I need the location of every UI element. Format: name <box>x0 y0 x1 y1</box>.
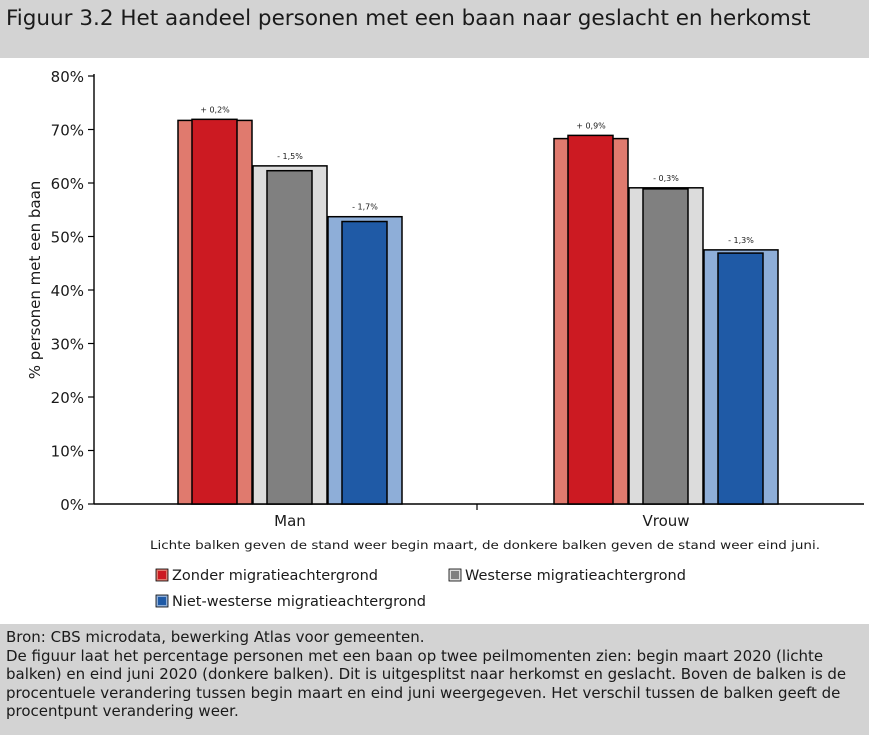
y-tick-label: 0% <box>60 496 84 514</box>
y-tick-label: 70% <box>51 122 84 140</box>
bar-change-label: - 1,3% <box>728 236 754 245</box>
bar-chart: 0% 10% 20% 30% 40% 50% 60% 70% 80% % personen met… <box>26 68 864 610</box>
bar-eind-juni <box>567 134 614 505</box>
legend-swatch-border <box>155 568 169 582</box>
bar-change-label: + 0,9% <box>576 121 606 130</box>
bar-eind-juni <box>341 220 388 505</box>
bar-eind-juni <box>642 188 689 505</box>
figure-footer: Bron: CBS microdata, bewerking Atlas voo… <box>0 624 869 735</box>
legend-label: Westerse migratieachtergrond <box>465 568 686 584</box>
x-category-label: Vrouw <box>642 512 689 530</box>
y-tick-label: 40% <box>51 282 84 300</box>
y-tick-label: 30% <box>51 336 84 354</box>
figure-description: De figuur laat het percentage personen m… <box>6 646 847 721</box>
chart-panel: 0% 10% 20% 30% 40% 50% 60% 70% 80% % personen met… <box>4 58 869 624</box>
legend-label: Niet-westerse migratieachtergrond <box>172 594 426 610</box>
legend-swatch-border <box>448 568 462 582</box>
bar-change-label: + 0,2% <box>200 105 230 114</box>
legend-swatch-border <box>155 594 169 608</box>
bar-eind-juni <box>266 169 313 505</box>
y-tick-label: 60% <box>51 175 84 193</box>
figure-title: Figuur 3.2 Het aandeel personen met een … <box>6 6 811 31</box>
bar-eind-juni <box>717 252 764 505</box>
legend-swatch <box>156 595 168 607</box>
chart-note: Lichte balken geven de stand weer begin … <box>150 538 820 552</box>
x-category-label: Man <box>274 512 306 530</box>
y-tick-label: 80% <box>51 68 84 86</box>
y-tick-label: 50% <box>51 229 84 247</box>
source-note: Bron: CBS microdata, bewerking Atlas voo… <box>6 628 425 646</box>
y-tick-label: 20% <box>51 389 84 407</box>
legend-swatch <box>449 569 461 581</box>
bar-change-label: - 0,3% <box>653 174 679 183</box>
legend-swatch <box>156 569 168 581</box>
y-tick-label: 10% <box>51 443 84 461</box>
y-axis-label: % personen met een baan <box>26 181 44 380</box>
bar-eind-juni <box>191 118 238 505</box>
legend-label: Zonder migratieachtergrond <box>172 568 378 584</box>
bar-change-label: - 1,7% <box>352 203 378 212</box>
figure-header: Figuur 3.2 Het aandeel personen met een … <box>0 0 869 58</box>
bar-change-label: - 1,5% <box>277 152 303 161</box>
